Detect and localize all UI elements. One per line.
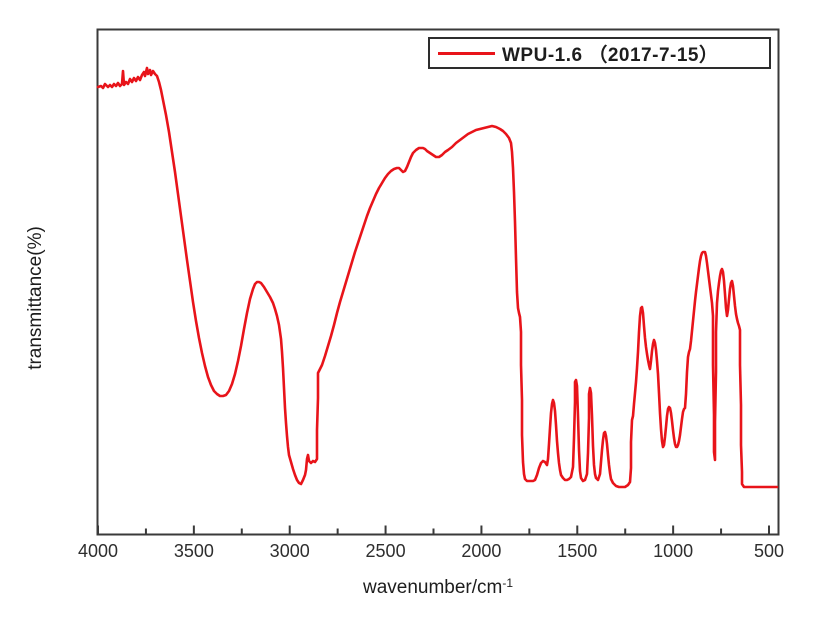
legend-line-sample <box>438 51 495 55</box>
y-axis-title: transmittance(%) <box>25 226 46 370</box>
x-axis-title: wavenumber/cm-1 <box>363 576 513 599</box>
spectrum-trace <box>96 66 779 489</box>
x-tick-label: 500 <box>753 541 785 561</box>
x-tick-label: 4000 <box>77 541 119 561</box>
legend-series-label: WPU-1.6 （2017-7-15） <box>502 44 719 66</box>
legend-box: WPU-1.6 （2017-7-15） <box>428 37 771 69</box>
x-axis-title-superscript: -1 <box>502 576 514 590</box>
x-tick-label: 2000 <box>461 541 502 561</box>
x-axis-title-text: wavenumber/cm <box>362 577 503 598</box>
x-tick-label: 1000 <box>653 541 694 561</box>
plot-border <box>96 28 780 536</box>
x-tick-label: 2500 <box>365 541 406 561</box>
x-tick-label: 3000 <box>269 541 310 561</box>
x-tick-label: 3500 <box>173 541 214 561</box>
x-axis-ticks <box>97 525 770 534</box>
x-tick-label: 1500 <box>557 541 598 561</box>
